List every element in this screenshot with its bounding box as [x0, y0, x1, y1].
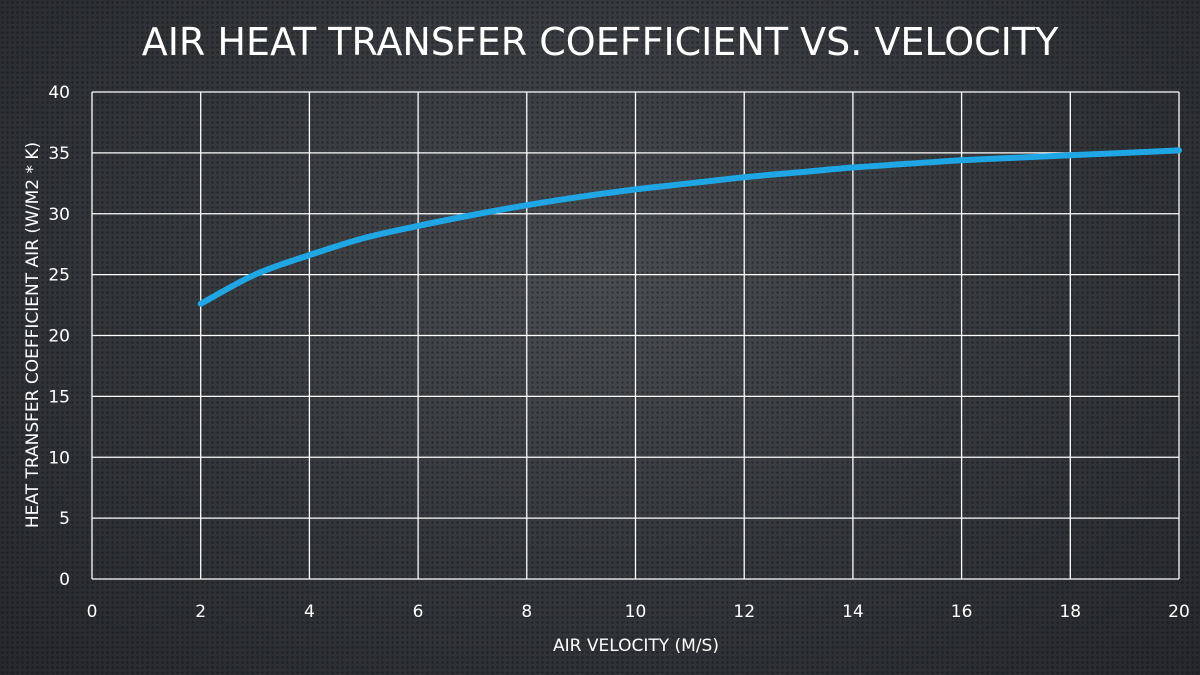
grid: [91, 91, 1180, 580]
x-tick-label-0: 0: [87, 602, 98, 622]
y-tick-label-1: 5: [59, 509, 70, 529]
x-tick-label-6: 12: [733, 602, 755, 622]
x-tick-label-7: 14: [842, 602, 864, 622]
chart-title: AIR HEAT TRANSFER COEFFICIENT VS. VELOCI…: [142, 20, 1059, 64]
y-tick-label-0: 0: [59, 570, 70, 590]
x-tick-label-2: 4: [304, 602, 315, 622]
y-tick-label-8: 40: [48, 83, 70, 103]
x-tick-label-3: 6: [413, 602, 424, 622]
x-tick-labels: 0 2 4 6 8 10 12 14 16 18 20: [87, 602, 1190, 622]
y-tick-labels: 0 5 10 15 20 25 30 35 40: [48, 83, 70, 590]
y-axis-label: HEAT TRANSFER COEFFICIENT AIR (W/M2 * K): [23, 142, 43, 528]
y-tick-label-3: 15: [48, 387, 70, 407]
x-tick-label-9: 18: [1059, 602, 1081, 622]
series-line: [197, 147, 1182, 307]
x-tick-label-4: 8: [521, 602, 532, 622]
y-tick-label-6: 30: [48, 205, 70, 225]
y-tick-label-5: 25: [48, 266, 70, 286]
y-tick-label-2: 10: [48, 448, 70, 468]
x-tick-label-1: 2: [195, 602, 206, 622]
x-tick-label-10: 20: [1168, 602, 1190, 622]
y-tick-label-7: 35: [48, 144, 70, 164]
x-axis-label: AIR VELOCITY (M/S): [553, 636, 719, 656]
x-tick-label-5: 10: [625, 602, 647, 622]
y-tick-label-4: 20: [48, 327, 70, 347]
x-tick-label-8: 16: [951, 602, 973, 622]
